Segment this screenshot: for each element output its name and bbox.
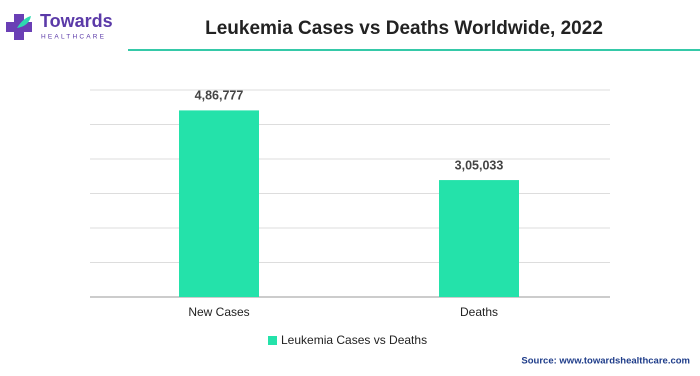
- chart-title: Leukemia Cases vs Deaths Worldwide, 2022: [205, 18, 603, 39]
- value-label: 3,05,033: [455, 158, 504, 172]
- x-tick-label: Deaths: [460, 305, 498, 319]
- logo-leaf: [17, 16, 31, 28]
- bar: [439, 180, 519, 297]
- logo: Towards HEALTHCARE: [6, 11, 113, 41]
- source: Source: www.towardshealthcare.com: [521, 356, 690, 367]
- logo-name: Towards: [40, 11, 113, 31]
- value-label: 4,86,777: [195, 89, 244, 103]
- logo-tagline: HEALTHCARE: [41, 34, 106, 41]
- legend-swatch: [268, 336, 277, 345]
- bar: [179, 110, 259, 297]
- legend-label: Leukemia Cases vs Deaths: [281, 333, 427, 347]
- x-tick-label: New Cases: [188, 305, 249, 319]
